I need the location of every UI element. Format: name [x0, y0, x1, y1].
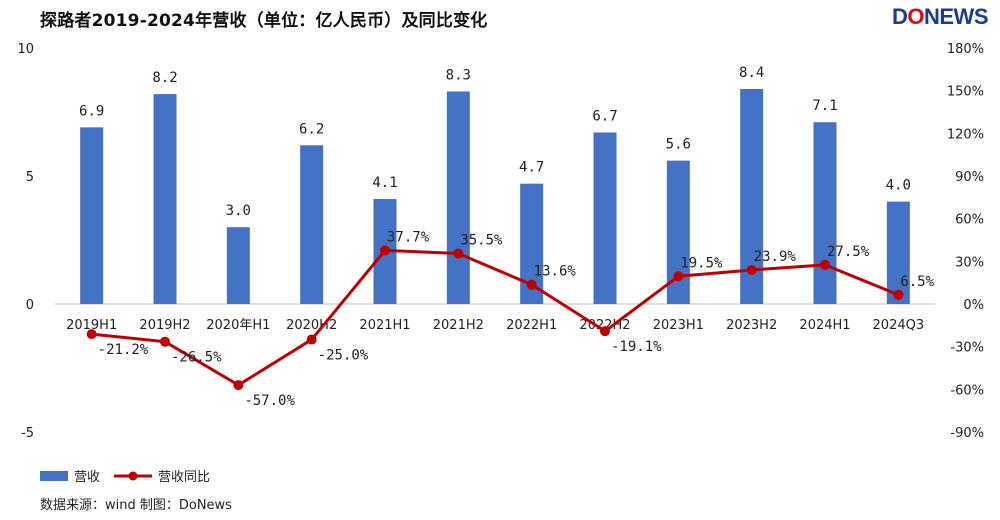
yoy-point-label: 35.5%	[460, 233, 503, 249]
yoy-point-label: -21.2%	[98, 342, 149, 358]
donews-logo: DONEWS	[891, 4, 989, 30]
left-y-axis: 10 5 0 -5	[17, 42, 34, 441]
yoy-point	[453, 248, 464, 259]
legend-label-yoy: 营收同比	[158, 470, 211, 485]
revenue-bar	[226, 227, 250, 304]
yoy-line	[91, 248, 899, 387]
category-label: 2024Q3	[873, 318, 925, 333]
category-label: 2021H2	[433, 318, 484, 333]
yoy-point	[600, 326, 610, 337]
legend-item-revenue: 营收	[40, 466, 100, 485]
yoy-point	[233, 380, 244, 391]
yoy-point	[673, 271, 684, 282]
logo-letters-news: NEWS	[924, 4, 989, 29]
logo-letter-d: D	[891, 4, 908, 29]
revenue-bar	[153, 94, 177, 304]
yoy-point-label: 37.7%	[387, 229, 430, 245]
revenue-bar-label: 8.2	[152, 70, 177, 86]
category-label: 2023H1	[653, 318, 704, 333]
left-tick-label: -5	[21, 426, 34, 441]
yoy-point-label: 27.5%	[827, 244, 870, 260]
revenue-bar	[886, 201, 910, 304]
revenue-bar-label: 6.9	[79, 103, 104, 119]
yoy-point	[306, 334, 317, 345]
source-note: 数据来源：wind 制图：DoNews	[40, 498, 232, 513]
logo-letter-o: O	[907, 4, 924, 29]
category-label: 2021H1	[359, 318, 410, 333]
right-tick-label: 0%	[963, 298, 984, 313]
yoy-point	[160, 336, 170, 347]
right-tick-label: 60%	[955, 213, 984, 228]
category-label: 2024H1	[799, 318, 850, 333]
yoy-point-label: -26.5%	[171, 350, 222, 366]
yoy-point-label: -19.1%	[611, 339, 662, 355]
revenue-bars	[80, 88, 910, 305]
left-tick-label: 10	[17, 42, 34, 57]
revenue-chart: 10 5 0 -5 180% 150% 120% 90% 60% 30% 0% -30% -60% -9…	[17, 42, 984, 441]
right-tick-label: -30%	[950, 341, 984, 356]
yoy-point	[526, 279, 537, 290]
legend-bar-swatch	[40, 470, 68, 481]
revenue-bar-labels: 6.9 8.2 3.0 6.2 4.1 8.3 4.7 6.7 5.6 8.4 7.1 4.0	[79, 65, 911, 219]
revenue-bar-label: 8.3	[446, 68, 471, 84]
yoy-point-label: 6.5%	[900, 274, 934, 290]
revenue-bar-label: 4.7	[519, 160, 544, 176]
legend-line-swatch	[114, 471, 153, 480]
yoy-line-series	[86, 245, 904, 391]
right-tick-label: 90%	[955, 170, 984, 185]
yoy-point-label: -57.0%	[244, 393, 295, 409]
yoy-point	[380, 245, 390, 256]
yoy-point-label: 19.5%	[680, 255, 723, 271]
yoy-point-label: 23.9%	[754, 249, 797, 265]
revenue-bar	[740, 88, 764, 305]
yoy-point-label: -25.0%	[318, 348, 369, 364]
left-tick-label: 0	[26, 298, 34, 313]
revenue-bar	[446, 91, 470, 305]
yoy-line-labels: -21.2% -26.5% -57.0% -25.0% 37.7% 35.5% 13.6% -…	[98, 229, 935, 409]
right-y-axis: 180% 150% 120% 90% 60% 30% 0% -30% -60% -90%	[947, 42, 984, 441]
revenue-bar-label: 5.6	[666, 137, 691, 153]
revenue-bar-label: 8.4	[739, 65, 764, 81]
yoy-point	[746, 265, 757, 276]
left-tick-label: 5	[26, 170, 34, 185]
revenue-bar	[520, 183, 544, 304]
legend-item-yoy: 营收同比	[114, 466, 210, 485]
legend: 营收 营收同比	[40, 466, 224, 485]
category-label: 2020年H1	[206, 318, 270, 333]
revenue-bar-label: 4.1	[372, 175, 397, 191]
legend-label-revenue: 营收	[74, 470, 101, 485]
revenue-bar	[813, 122, 837, 305]
right-tick-label: 120%	[947, 127, 984, 142]
right-tick-label: -90%	[950, 426, 984, 441]
category-label: 2023H2	[726, 318, 777, 333]
revenue-bar-label: 6.2	[299, 121, 324, 137]
right-tick-label: -60%	[950, 383, 984, 398]
right-tick-label: 150%	[947, 85, 984, 100]
revenue-bar-label: 6.7	[592, 108, 617, 124]
right-tick-label: 30%	[955, 255, 984, 270]
category-label: 2022H1	[506, 318, 557, 333]
yoy-point-label: 13.6%	[534, 264, 577, 280]
category-label: 2019H1	[66, 318, 117, 333]
right-tick-label: 180%	[947, 42, 984, 57]
revenue-bar	[666, 160, 690, 304]
category-label: 2020H2	[286, 318, 337, 333]
revenue-bar	[80, 127, 104, 304]
yoy-point	[820, 259, 830, 270]
category-labels: 2019H1 2019H2 2020年H1 2020H2 2021H1 2021H2 202…	[66, 318, 924, 333]
chart-title: 探路者2019-2024年营收（单位：亿人民币）及同比变化	[40, 11, 488, 31]
revenue-bar-label: 7.1	[812, 98, 837, 114]
revenue-bar-label: 3.0	[226, 203, 251, 219]
revenue-bar	[593, 132, 617, 304]
revenue-bar	[300, 145, 324, 304]
yoy-point	[86, 329, 97, 340]
revenue-bar-label: 4.0	[886, 178, 911, 194]
category-label: 2019H2	[139, 318, 190, 333]
yoy-point	[893, 289, 904, 300]
